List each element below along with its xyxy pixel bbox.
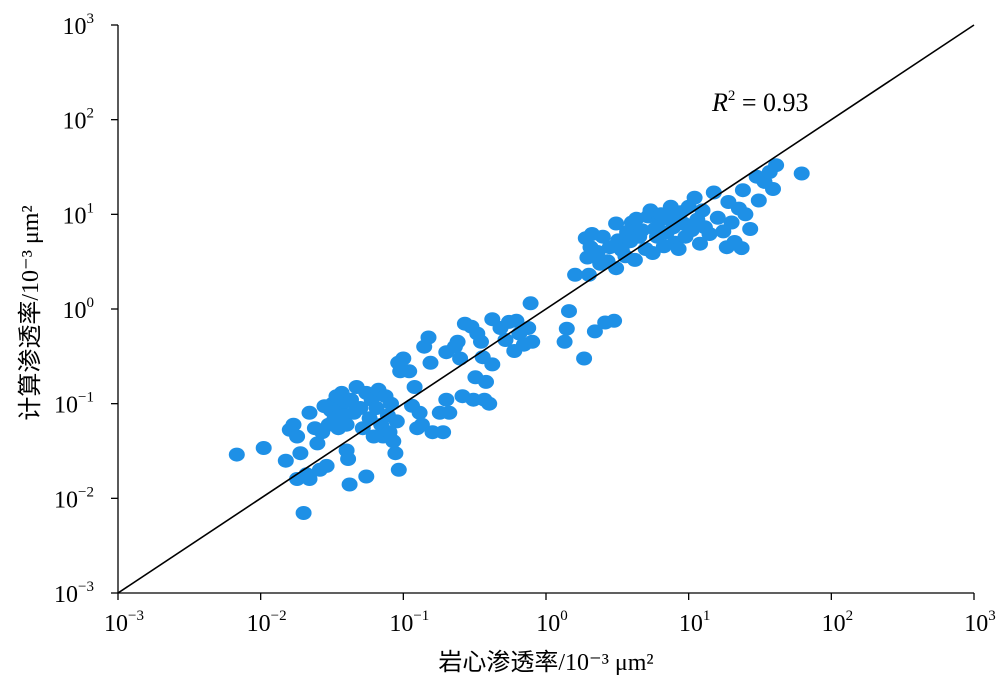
x-tick-label: 10−1 [389, 608, 429, 637]
data-point [341, 477, 358, 492]
data-point [558, 321, 575, 336]
data-point [670, 242, 687, 256]
x-tick-label: 10−2 [247, 608, 287, 637]
points-layer [228, 158, 810, 520]
data-point [277, 453, 294, 468]
data-point [441, 405, 458, 420]
data-point [411, 405, 428, 420]
data-point [478, 374, 494, 389]
data-point [301, 472, 318, 486]
data-point [737, 207, 754, 222]
data-point [524, 334, 541, 349]
tick-labels: 10−3 10−2 10−1 100 101 102 103 10−3 10−2 10−1 100 1… [54, 11, 996, 637]
data-point [686, 190, 703, 205]
data-point [508, 313, 525, 328]
data-point [473, 334, 489, 349]
data-point [420, 330, 437, 345]
data-point [413, 417, 430, 432]
y-tick-label: 103 [63, 11, 95, 40]
data-point [606, 313, 623, 328]
y-tick-label: 10−1 [54, 390, 94, 419]
data-point [301, 405, 318, 420]
data-point [338, 417, 355, 432]
data-point [285, 417, 302, 432]
data-point [438, 392, 455, 407]
data-point [385, 434, 402, 449]
data-point [388, 414, 405, 429]
y-tick-label: 100 [63, 295, 95, 324]
x-tick-label: 10−3 [104, 608, 144, 637]
data-point [395, 351, 412, 366]
data-point [750, 193, 767, 208]
data-point [295, 506, 312, 520]
data-point [465, 392, 482, 407]
data-point [734, 183, 751, 198]
data-point [709, 210, 726, 225]
data-point [723, 215, 740, 230]
data-point [422, 355, 439, 370]
axes [111, 24, 975, 600]
y-tick-label: 101 [63, 200, 95, 229]
data-point [556, 334, 573, 349]
data-point [368, 401, 385, 415]
data-point [520, 321, 537, 335]
y-tick-label: 102 [63, 106, 95, 135]
r-squared-annotation: R2 = 0.93 [711, 88, 809, 117]
y-tick-label: 10−3 [54, 579, 94, 608]
data-point [383, 396, 399, 411]
data-point [644, 246, 661, 260]
data-point [633, 223, 650, 238]
data-point [401, 364, 418, 379]
data-point [626, 252, 643, 267]
data-point [589, 245, 606, 259]
data-point [567, 267, 584, 282]
data-point [793, 166, 810, 181]
data-point [522, 296, 539, 311]
data-point [292, 446, 309, 461]
data-point [481, 396, 498, 411]
data-point [742, 222, 759, 236]
data-point [765, 182, 781, 196]
data-point [692, 236, 708, 251]
data-point [586, 324, 603, 339]
x-tick-label: 103 [964, 608, 996, 637]
data-point [390, 462, 407, 477]
data-point [733, 241, 750, 256]
y-tick-label: 10−2 [54, 484, 94, 513]
data-point [255, 441, 272, 455]
data-point [561, 304, 577, 319]
x-tick-label: 102 [822, 608, 854, 637]
data-point [768, 158, 785, 173]
data-point [361, 411, 378, 426]
data-point [452, 351, 469, 366]
data-point [352, 401, 369, 415]
data-point [576, 351, 593, 366]
data-point [318, 458, 335, 473]
data-point [289, 429, 306, 444]
data-point [701, 227, 718, 241]
x-axis-title: 岩心渗透率/10⁻³ μm² [438, 649, 653, 676]
data-point [228, 447, 245, 462]
x-tick-label: 100 [536, 608, 568, 637]
data-point [497, 333, 514, 347]
data-point [387, 446, 404, 461]
data-point [358, 469, 375, 484]
data-point [705, 185, 722, 200]
data-point [309, 436, 326, 451]
y-axis-title: 计算渗透率/10⁻³ μm² [17, 205, 44, 420]
data-point [608, 216, 625, 231]
data-point [683, 223, 700, 238]
data-point [406, 380, 423, 394]
data-point [484, 357, 501, 372]
reference-line [117, 24, 975, 594]
x-tick-label: 101 [679, 608, 711, 637]
data-point [340, 452, 357, 466]
data-point [435, 425, 452, 440]
data-point [594, 229, 611, 244]
data-point [449, 334, 466, 349]
